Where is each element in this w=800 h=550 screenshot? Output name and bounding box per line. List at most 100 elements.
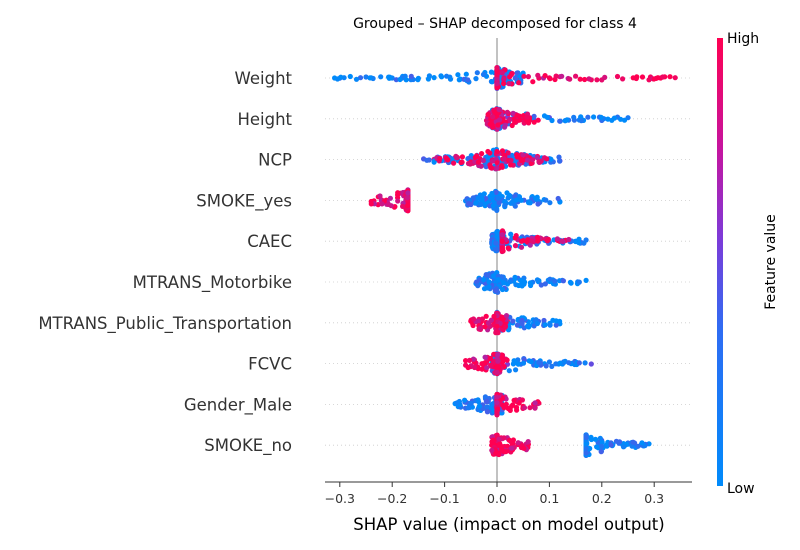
swarm-point: [494, 323, 500, 329]
swarm-point: [513, 367, 519, 373]
swarm-point: [490, 124, 496, 130]
swarm-point: [543, 197, 549, 203]
swarm-point: [621, 117, 628, 123]
swarm-point: [533, 195, 539, 201]
swarm-point: [454, 400, 460, 406]
swarm-point: [465, 364, 471, 371]
swarm-point: [367, 75, 373, 81]
swarm-point: [608, 442, 614, 448]
swarm-point: [438, 73, 444, 79]
chart-title: Grouped – SHAP decomposed for class 4: [353, 16, 637, 32]
swarm-point: [486, 279, 492, 285]
colorbar: [717, 38, 723, 486]
swarm-point: [605, 116, 611, 122]
swarm-point: [525, 157, 531, 163]
swarm-point: [494, 65, 500, 71]
swarm-point: [377, 193, 383, 199]
swarm-point: [634, 74, 640, 80]
x-tick-label: −0.1: [429, 491, 459, 506]
swarm-point: [505, 150, 511, 156]
swarm-point: [527, 242, 533, 248]
swarm-point: [357, 75, 364, 81]
swarm-point: [491, 351, 497, 357]
swarm-point: [508, 445, 515, 451]
swarm-point: [378, 74, 384, 80]
swarm-point: [506, 81, 512, 87]
swarm-point: [483, 398, 489, 405]
swarm-point: [525, 323, 531, 329]
swarm-point: [447, 76, 454, 82]
swarm-point: [507, 279, 513, 285]
swarm-point: [488, 317, 494, 323]
swarm-point: [543, 363, 549, 369]
swarm-point: [512, 75, 518, 81]
swarm-point: [368, 201, 374, 207]
swarm-point: [494, 369, 500, 375]
swarm-point: [594, 77, 600, 83]
swarm-point: [550, 317, 556, 323]
swarm-point: [559, 238, 565, 244]
swarm-point: [576, 279, 582, 285]
swarm-point: [502, 122, 508, 128]
swarm-point: [494, 229, 500, 235]
swarm-point: [479, 151, 485, 157]
swarm-point: [456, 77, 462, 83]
swarm-point: [618, 116, 624, 122]
swarm-point: [531, 119, 537, 125]
swarm-point: [492, 287, 498, 294]
swarm-point: [583, 434, 589, 441]
swarm-point: [490, 437, 496, 443]
swarm-point: [585, 114, 591, 120]
feature-label: CAEC: [247, 232, 292, 251]
swarm-point: [426, 73, 432, 79]
swarm-point: [501, 80, 507, 87]
swarm-point: [455, 72, 461, 78]
swarm-point: [426, 157, 432, 163]
swarm-point: [516, 282, 522, 289]
swarm-point: [479, 195, 485, 201]
swarm-point: [535, 117, 541, 123]
swarm-point: [503, 449, 509, 455]
swarm-point: [475, 159, 482, 165]
swarm-point: [542, 322, 548, 328]
swarm-point: [484, 285, 490, 291]
swarm-point: [583, 450, 589, 456]
swarm-point: [514, 70, 520, 76]
data-point: [431, 75, 437, 81]
swarm-point: [508, 231, 514, 237]
swarm-point: [547, 76, 553, 82]
swarm-point: [542, 281, 549, 287]
swarm-point: [501, 435, 507, 441]
swarm-point: [477, 325, 483, 331]
swarm-point: [431, 159, 437, 165]
swarm-point: [542, 73, 548, 79]
swarm-point: [388, 203, 394, 209]
swarm-point: [459, 154, 465, 160]
swarm-point: [553, 322, 559, 328]
data-point: [546, 359, 553, 365]
swarm-point: [598, 114, 604, 120]
swarm-point: [499, 245, 505, 251]
swarm-point: [462, 397, 468, 403]
swarm-point: [502, 202, 508, 209]
swarm-point: [568, 280, 574, 286]
swarm-point: [475, 195, 481, 201]
data-point: [347, 73, 353, 80]
swarm-point: [553, 73, 559, 79]
swarm-point: [493, 246, 499, 252]
swarm-point: [386, 75, 392, 81]
swarm-point: [494, 149, 500, 155]
swarm-point: [393, 77, 399, 83]
swarm-point: [444, 73, 450, 79]
swarm-point: [470, 316, 477, 322]
swarm-point: [498, 163, 504, 169]
swarm-point: [557, 118, 563, 124]
swarm-point: [476, 403, 482, 409]
swarm-point: [571, 114, 577, 120]
swarm-point: [484, 409, 490, 415]
swarm-point: [494, 81, 500, 87]
swarm-point: [581, 240, 587, 246]
swarm-point: [496, 436, 502, 442]
swarm-point: [474, 70, 480, 76]
